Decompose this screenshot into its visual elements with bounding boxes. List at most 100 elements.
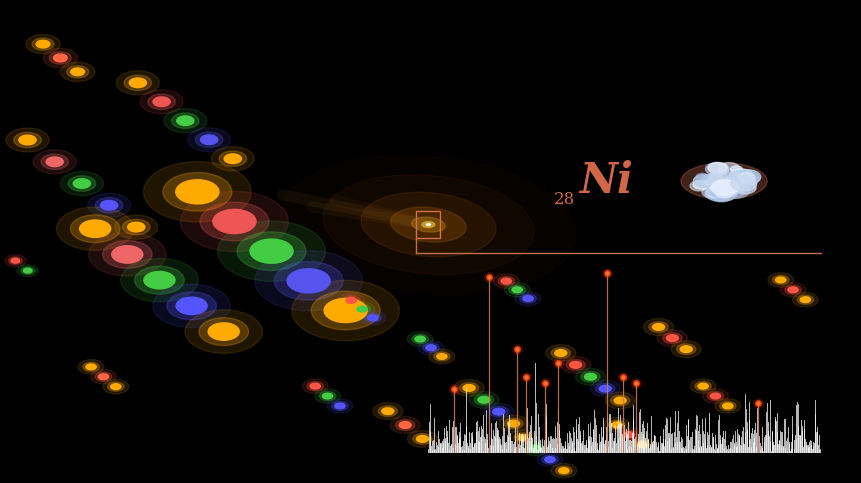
Circle shape [492,274,518,288]
Circle shape [110,384,121,389]
Circle shape [694,382,710,391]
Circle shape [729,169,753,182]
Circle shape [319,391,336,401]
Ellipse shape [281,155,575,295]
Circle shape [14,132,41,148]
Circle shape [40,154,68,170]
Circle shape [690,379,715,394]
Circle shape [414,336,424,342]
Circle shape [176,180,219,204]
Circle shape [90,369,116,384]
Circle shape [324,298,367,323]
Circle shape [102,241,152,269]
Circle shape [56,207,133,251]
Circle shape [6,128,49,152]
Circle shape [611,422,622,428]
Circle shape [108,382,124,391]
Circle shape [310,384,320,389]
Circle shape [115,215,158,239]
Circle shape [144,271,175,289]
Circle shape [492,408,505,415]
Bar [416,211,440,238]
Circle shape [799,297,809,302]
Circle shape [704,186,731,201]
Circle shape [462,384,474,391]
Circle shape [21,267,34,274]
Circle shape [726,183,742,192]
Ellipse shape [422,222,434,227]
Circle shape [695,173,708,180]
Circle shape [554,466,572,475]
Ellipse shape [425,224,430,226]
Circle shape [412,334,428,344]
Circle shape [36,40,50,48]
Circle shape [545,344,575,361]
Circle shape [208,323,239,340]
Ellipse shape [680,163,766,199]
Circle shape [733,182,755,194]
Circle shape [250,239,293,263]
Circle shape [224,154,241,164]
Circle shape [71,68,84,76]
Circle shape [389,416,420,434]
Circle shape [705,173,730,188]
Text: Ni: Ni [579,160,633,202]
Circle shape [724,175,743,185]
Circle shape [147,94,175,110]
Circle shape [560,356,590,373]
Circle shape [17,265,39,277]
Circle shape [595,383,614,394]
Circle shape [46,157,63,167]
Circle shape [517,435,527,440]
Circle shape [700,173,726,188]
Circle shape [692,174,715,187]
Circle shape [554,350,567,356]
Circle shape [679,346,691,353]
Circle shape [705,188,722,198]
Circle shape [721,172,740,183]
Circle shape [498,276,514,286]
Text: 28: 28 [554,191,575,208]
Circle shape [200,202,269,241]
Circle shape [19,135,36,145]
Circle shape [32,38,54,50]
Circle shape [129,78,146,87]
Circle shape [671,341,701,357]
Circle shape [274,261,343,300]
Circle shape [702,389,728,403]
Circle shape [719,401,735,411]
Circle shape [569,361,581,368]
Circle shape [112,246,143,263]
Circle shape [177,116,194,126]
Circle shape [102,379,128,394]
Circle shape [121,258,198,302]
Circle shape [122,219,150,235]
Circle shape [598,385,610,392]
Circle shape [343,296,359,305]
Circle shape [779,283,805,297]
Circle shape [164,109,207,133]
Circle shape [356,306,367,312]
Ellipse shape [323,175,533,274]
Circle shape [732,172,755,185]
Circle shape [88,193,131,217]
Circle shape [4,255,26,267]
Circle shape [474,395,493,405]
Circle shape [584,373,596,380]
Circle shape [53,54,67,62]
Circle shape [710,188,726,198]
Circle shape [219,151,246,167]
Circle shape [407,430,437,447]
Circle shape [101,200,118,210]
Circle shape [509,430,535,445]
Circle shape [433,352,449,361]
Circle shape [66,66,89,78]
Circle shape [307,382,323,391]
Circle shape [652,324,664,330]
Circle shape [717,162,739,174]
Circle shape [302,379,328,394]
Circle shape [345,298,356,303]
Circle shape [488,406,508,417]
Circle shape [353,304,370,314]
Circle shape [314,389,340,403]
